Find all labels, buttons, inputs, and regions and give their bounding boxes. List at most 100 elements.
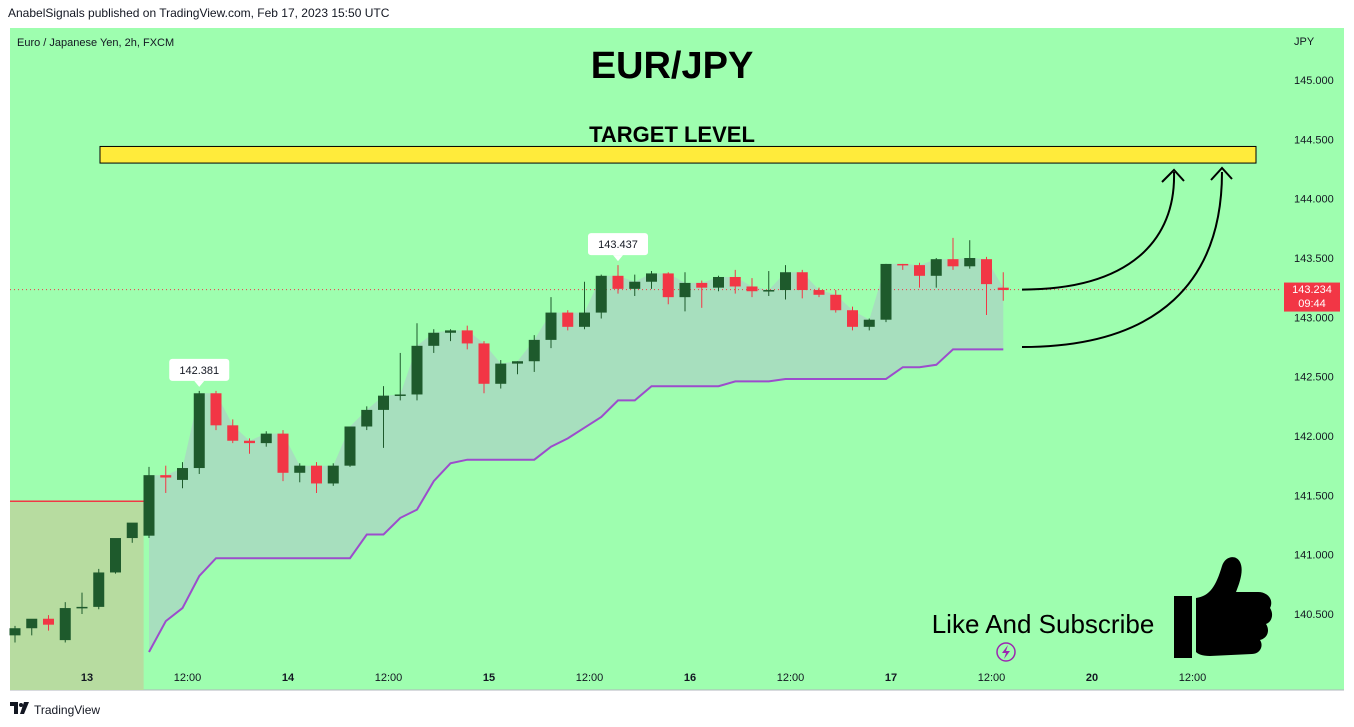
candle (646, 271, 657, 289)
candle-body (947, 259, 959, 267)
candle-body (277, 433, 289, 473)
candle-body (763, 290, 775, 292)
x-tick-label: 20 (1086, 672, 1098, 684)
high-label-text: 143.437 (598, 239, 638, 251)
candle-body (813, 290, 825, 295)
candle (461, 325, 473, 350)
candle-body (780, 272, 791, 291)
candle (679, 272, 691, 312)
high-label-text: 142.381 (179, 365, 219, 377)
like-subscribe-text[interactable]: Like And Subscribe (932, 609, 1155, 639)
candle-body (445, 330, 456, 333)
bar-countdown: 09:44 (1298, 298, 1326, 310)
candle-body (394, 394, 406, 396)
y-axis[interactable]: 145.000 144.500 144.000 143.500 143.000 142.5… (1294, 75, 1334, 621)
candle-body (512, 361, 523, 364)
candle (595, 274, 607, 319)
candle (495, 360, 507, 389)
candle-body (294, 465, 306, 473)
high-labels-group: 142.381 143.437 (169, 233, 648, 387)
candle-body (160, 475, 172, 478)
y-tick-label: 143.500 (1294, 253, 1334, 265)
candle (528, 335, 540, 372)
candle-body (914, 265, 925, 276)
candle-body (863, 319, 875, 327)
candle (662, 272, 674, 305)
projection-arrow-upper (1021, 171, 1176, 291)
candle (260, 431, 272, 447)
high-price-label: 143.437 (588, 233, 648, 262)
candle-body (997, 287, 1009, 291)
candle-body (629, 281, 641, 289)
candles-group (9, 237, 1009, 643)
candle (43, 615, 54, 631)
candle (327, 463, 339, 486)
candle-body (495, 363, 507, 384)
symbol-label: Euro / Japanese Yen, 2h, FXCM (17, 37, 174, 49)
candle-body (662, 273, 674, 298)
candle-body (930, 259, 942, 276)
candle-body (964, 258, 976, 267)
candle (947, 237, 959, 270)
high-label-pointer (613, 255, 623, 262)
x-tick-label: 12:00 (576, 672, 604, 684)
candle-body (378, 395, 389, 410)
y-tick-label: 145.000 (1294, 75, 1334, 87)
candle-body (177, 468, 188, 480)
y-tick-label: 141.000 (1294, 550, 1334, 562)
candle (964, 240, 976, 269)
target-level-label: TARGET LEVEL (589, 122, 755, 147)
candle (696, 280, 708, 308)
footer: TradingView (10, 702, 100, 717)
candle-body (528, 339, 540, 362)
x-tick-label: 12:00 (978, 672, 1006, 684)
candle (9, 625, 21, 643)
candle (294, 463, 306, 483)
candle-body (59, 608, 71, 641)
candle (914, 262, 925, 288)
candle (997, 272, 1009, 301)
target-zone[interactable] (99, 145, 1257, 164)
y-tick-label: 141.500 (1294, 490, 1334, 502)
y-tick-label: 143.000 (1294, 312, 1334, 324)
candle (847, 306, 858, 331)
high-price-label: 142.381 (169, 358, 230, 387)
lightning-icon[interactable] (996, 642, 1016, 662)
candle-body (545, 312, 557, 340)
high-label-box (169, 358, 230, 381)
candle (545, 297, 557, 349)
tradingview-brand[interactable]: TradingView (34, 702, 101, 717)
x-tick-label: 14 (282, 672, 295, 684)
candle (830, 290, 842, 313)
candle-body (847, 310, 858, 327)
y-tick-label: 144.500 (1294, 134, 1334, 146)
x-tick-label: 16 (684, 672, 696, 684)
high-label-pointer (194, 380, 205, 387)
thumbs-up-icon[interactable] (1174, 557, 1273, 658)
x-tick-label: 12:00 (375, 672, 403, 684)
candle-body (143, 475, 155, 536)
candle-body (210, 393, 222, 426)
candle (244, 438, 255, 454)
x-tick-label: 12:00 (777, 672, 805, 684)
candle (110, 538, 121, 574)
candle-body (880, 263, 892, 320)
y-tick-label: 144.000 (1294, 194, 1334, 206)
candle (713, 275, 724, 292)
candle (612, 265, 624, 294)
candle (746, 278, 758, 298)
x-axis[interactable]: 13 12:00 14 12:00 15 12:00 16 12:00 17 12:00 20 12:… (81, 672, 1206, 684)
candle-body (126, 522, 138, 539)
x-tick-label: 12:00 (1179, 672, 1207, 684)
projection-arrows (1021, 166, 1233, 348)
candle (361, 406, 373, 431)
candle-body (344, 426, 356, 466)
candle-body (411, 345, 423, 395)
currency-label: JPY (1294, 36, 1315, 48)
last-price-badge: 143.234 09:44 (1284, 282, 1340, 312)
candle (26, 618, 38, 636)
trailing-stop-line (148, 348, 1004, 653)
candle-body (646, 273, 657, 282)
tradingview-logo-icon[interactable] (10, 702, 30, 717)
